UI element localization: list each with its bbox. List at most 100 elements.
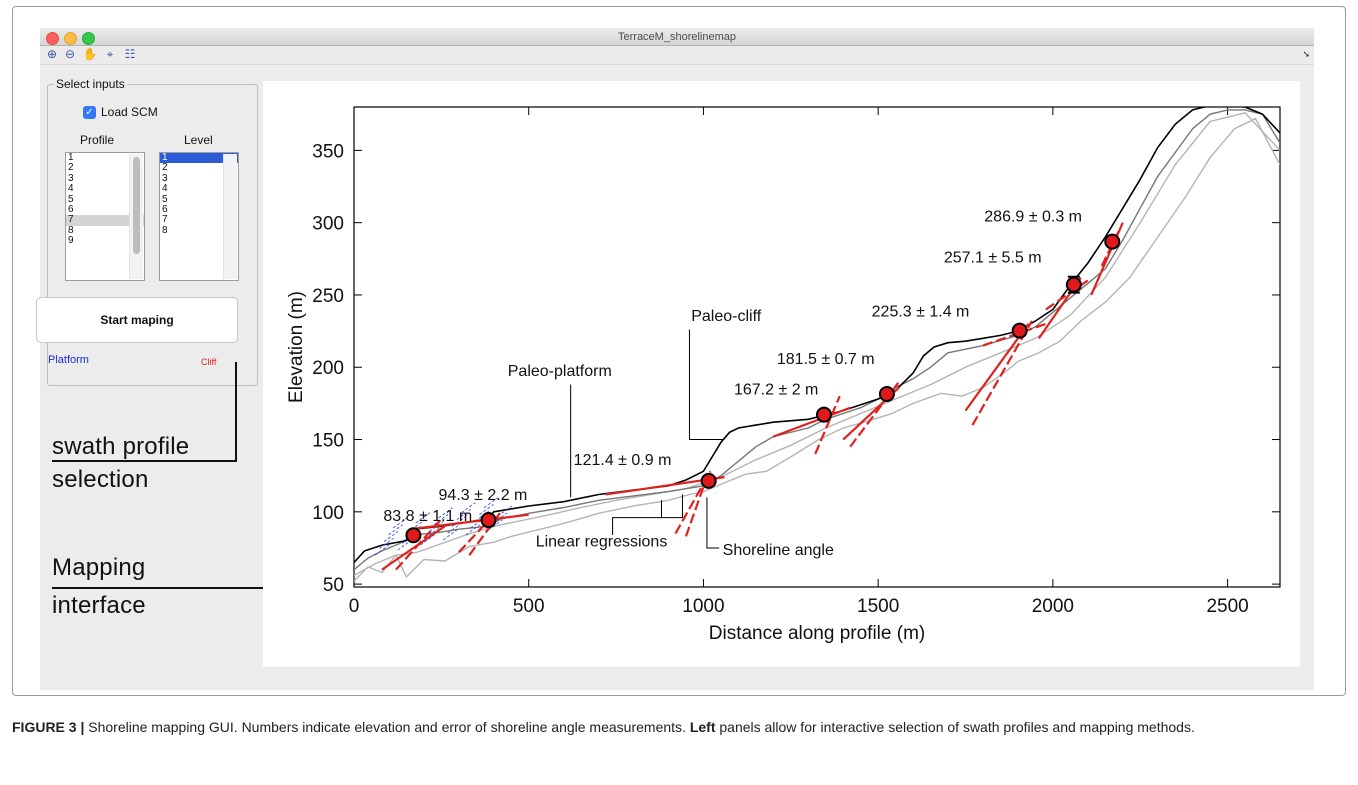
platform-regression-line bbox=[415, 512, 431, 524]
platform-regression-line bbox=[383, 531, 399, 543]
swath-annotation-line1: swath profile bbox=[52, 433, 190, 460]
list-item[interactable]: 1 bbox=[160, 153, 238, 164]
y-tick-label: 200 bbox=[312, 358, 344, 379]
shoreline-angle-point bbox=[878, 385, 895, 402]
x-tick-label: 1500 bbox=[857, 596, 899, 617]
swath-annotation-line2: selection bbox=[52, 466, 149, 493]
caption-text-a: Shoreline mapping GUI. Numbers indicate … bbox=[84, 719, 690, 735]
y-tick-label: 100 bbox=[312, 503, 344, 524]
x-tick-label: 2500 bbox=[1206, 596, 1248, 617]
caption-bold: Left bbox=[689, 719, 716, 735]
shoreline-angle-label: 121.4 ± 0.9 m bbox=[574, 452, 672, 469]
cliff-regression-line bbox=[971, 320, 1033, 426]
platform-regression-line bbox=[447, 522, 462, 534]
title-bar: TerraceM_shorelinemap bbox=[40, 28, 1314, 46]
figure-toolbar: ⊕ ⊖ ✋ ⌖ ☷ ➘ bbox=[40, 46, 1314, 65]
cliff-mode-button[interactable]: Cliff bbox=[201, 357, 217, 367]
start-mapping-button[interactable]: Start maping bbox=[36, 297, 238, 343]
shoreline-angle-label: 225.3 ± 1.4 m bbox=[872, 304, 970, 321]
shoreline-angle-point bbox=[1065, 276, 1082, 293]
cliff-regression-line bbox=[772, 406, 851, 438]
y-tick-label: 250 bbox=[312, 286, 344, 307]
zoom-out-icon[interactable]: ⊖ bbox=[64, 47, 76, 61]
y-tick-label: 350 bbox=[312, 141, 344, 162]
shoreline-angle-point bbox=[1011, 322, 1028, 339]
platform-regression-line bbox=[388, 524, 403, 536]
list-item[interactable]: 3 bbox=[162, 172, 168, 184]
cliff-regression-line bbox=[684, 476, 708, 537]
list-item[interactable]: 6 bbox=[68, 203, 74, 215]
list-item[interactable]: 5 bbox=[68, 193, 74, 205]
list-item[interactable]: 6 bbox=[162, 203, 168, 215]
shoreline-angle-point bbox=[480, 512, 497, 529]
cliff-regression-line bbox=[814, 395, 841, 455]
list-item[interactable]: 4 bbox=[68, 183, 74, 195]
platform-regression-line bbox=[438, 507, 453, 519]
list-item[interactable]: 2 bbox=[162, 162, 168, 174]
x-tick-label: 0 bbox=[349, 596, 360, 617]
load-scm-checkbox[interactable]: ✓ bbox=[83, 106, 96, 119]
shoreline-angle-point bbox=[815, 406, 832, 423]
callout-paleo-platform: Paleo-platform bbox=[508, 363, 612, 380]
platform-mode-button[interactable]: Platform bbox=[48, 354, 89, 366]
minimize-window-button[interactable] bbox=[64, 32, 77, 45]
list-item[interactable]: 8 bbox=[162, 224, 168, 236]
zoom-in-icon[interactable]: ⊕ bbox=[46, 47, 58, 61]
level-scrollbar[interactable] bbox=[223, 154, 237, 279]
x-tick-label: 2000 bbox=[1032, 596, 1074, 617]
platform-regression-line bbox=[483, 497, 499, 509]
callout-linear-regressions: Linear regressions bbox=[536, 534, 668, 551]
platform-regression-line bbox=[420, 534, 435, 546]
platform-regression-line bbox=[401, 532, 417, 544]
cliff-regression-line bbox=[395, 518, 443, 571]
platform-regression-line bbox=[424, 527, 440, 539]
platform-regression-line bbox=[474, 510, 490, 522]
list-item[interactable]: 7 bbox=[66, 214, 144, 226]
list-item[interactable]: 3 bbox=[68, 172, 74, 184]
toolbar-overflow-icon[interactable]: ➘ bbox=[1302, 49, 1310, 59]
window-title: TerraceM_shorelinemap bbox=[618, 31, 736, 43]
legend-icon[interactable]: ☷ bbox=[124, 47, 136, 61]
elevation-profile-plot[interactable]: 50 100 150 200 250 300 350 0 500 1000 1500 2000 2500… bbox=[263, 81, 1300, 667]
profile-light-line bbox=[354, 112, 1280, 577]
x-tick-label: 1000 bbox=[682, 596, 724, 617]
level-header: Level bbox=[184, 133, 213, 147]
shoreline-angle-label: 94.3 ± 2.2 m bbox=[439, 487, 528, 504]
shoreline-angle-label: 286.9 ± 0.3 m bbox=[984, 209, 1082, 226]
list-item[interactable]: 8 bbox=[68, 224, 74, 236]
data-cursor-icon[interactable]: ⌖ bbox=[106, 47, 114, 61]
platform-regression-line bbox=[429, 520, 444, 532]
scrollbar-thumb[interactable] bbox=[133, 157, 140, 254]
close-window-button[interactable] bbox=[46, 32, 59, 45]
shoreline-angle-label: 257.1 ± 5.5 m bbox=[944, 250, 1042, 267]
callout-leader bbox=[612, 500, 663, 535]
panel-title: Select inputs bbox=[54, 77, 127, 91]
profile-header: Profile bbox=[80, 133, 115, 147]
list-item[interactable]: 7 bbox=[162, 214, 168, 226]
list-item[interactable]: 1 bbox=[68, 152, 74, 163]
plot-background bbox=[263, 81, 1300, 667]
zoom-window-button[interactable] bbox=[82, 32, 95, 45]
list-item[interactable]: 4 bbox=[162, 183, 168, 195]
platform-regression-line bbox=[465, 524, 481, 536]
callout-shoreline-angle: Shoreline angle bbox=[723, 542, 834, 559]
callout-leader bbox=[706, 497, 720, 549]
profile-scrollbar[interactable] bbox=[129, 154, 143, 279]
profile-main-line bbox=[354, 107, 1280, 563]
platform-regression-line bbox=[442, 529, 458, 541]
callout-leader bbox=[688, 329, 725, 441]
list-item[interactable]: 2 bbox=[68, 162, 74, 174]
shoreline-angle-point bbox=[700, 472, 717, 489]
shoreline-angle-label: 181.5 ± 0.7 m bbox=[777, 351, 875, 368]
shoreline-angle-point bbox=[1104, 233, 1121, 250]
list-item[interactable]: 9 bbox=[68, 235, 74, 247]
y-tick-label: 300 bbox=[312, 214, 344, 235]
pan-hand-icon[interactable]: ✋ bbox=[82, 47, 98, 61]
list-item[interactable]: 5 bbox=[162, 193, 168, 205]
mapping-annotation-line1: Mapping bbox=[52, 554, 146, 581]
platform-regression-line bbox=[374, 544, 390, 556]
platform-regression-line bbox=[470, 517, 485, 529]
y-tick-label: 150 bbox=[312, 431, 344, 452]
